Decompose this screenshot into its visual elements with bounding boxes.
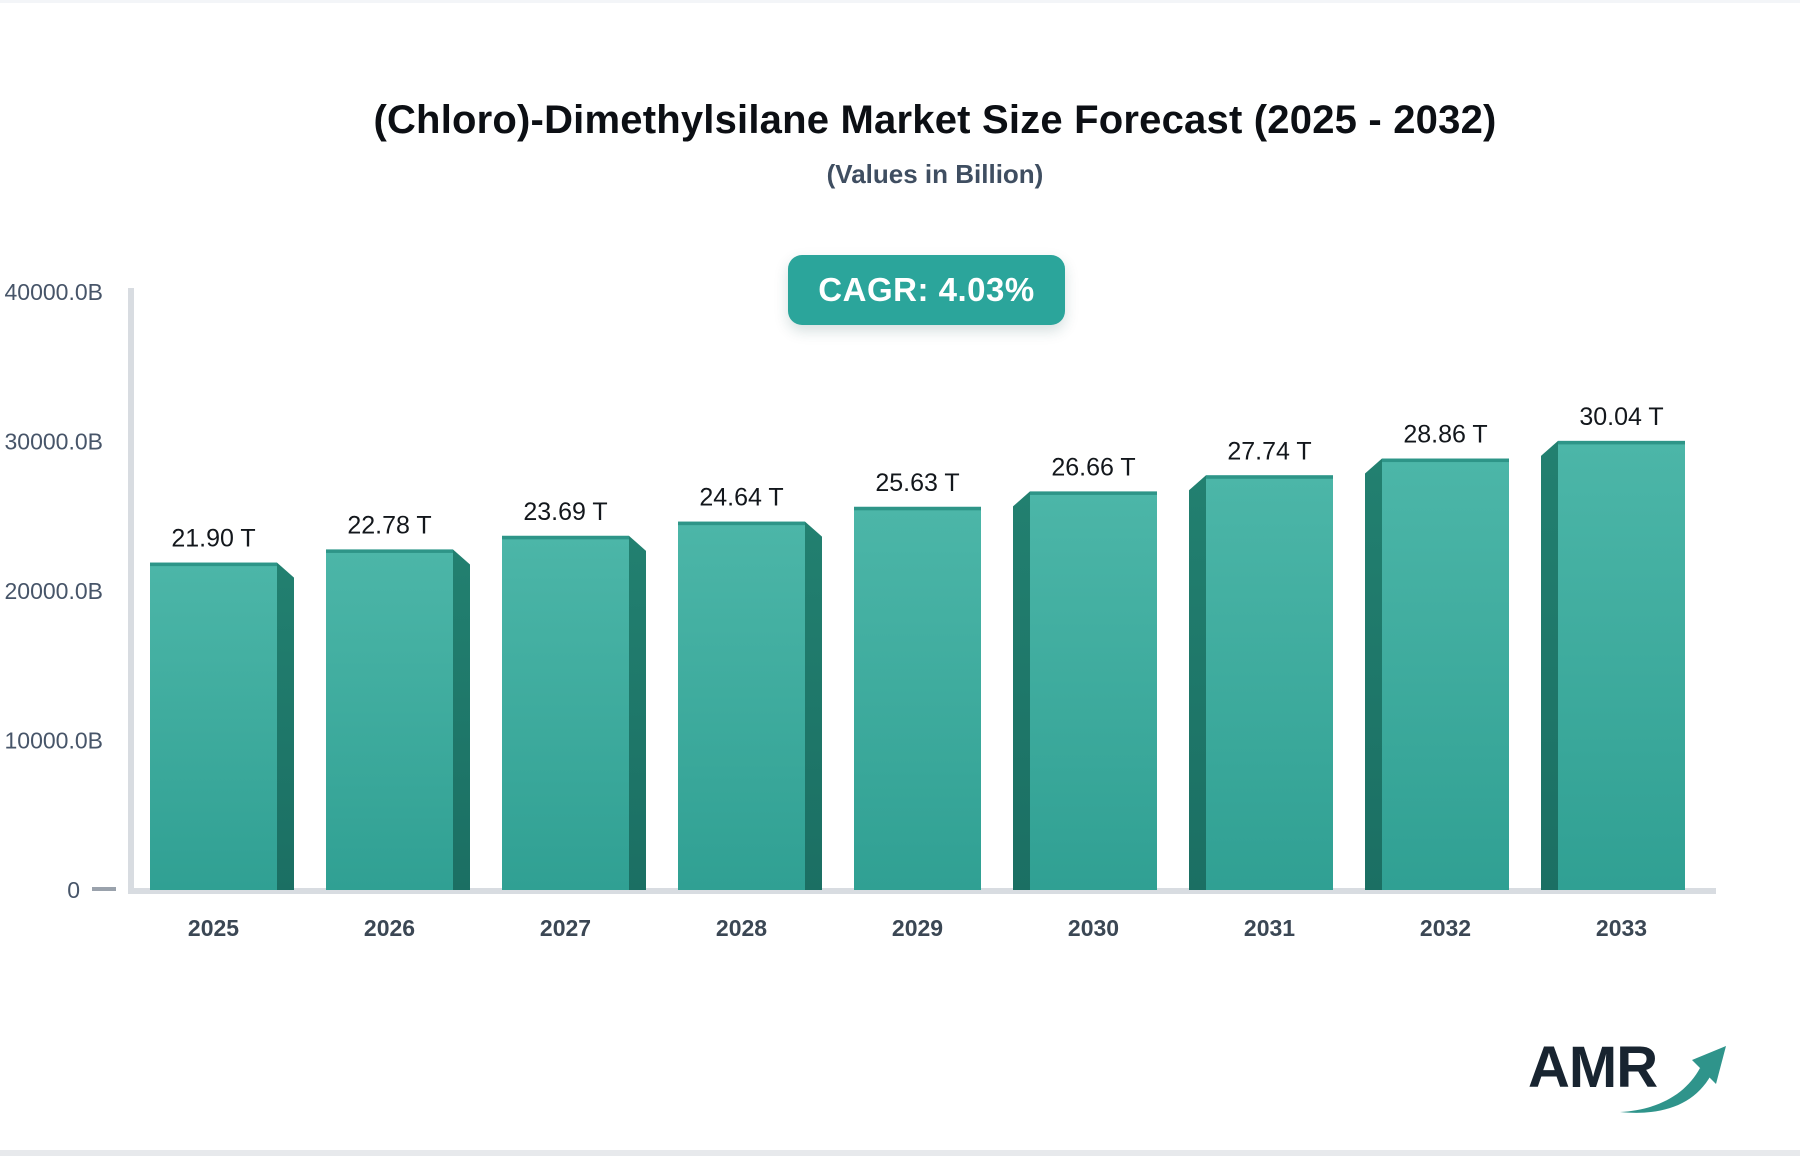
bar-top-edge [502, 535, 629, 540]
bar-2031: 27.74 T 2031 [1189, 437, 1333, 941]
bar-top-edge [1206, 475, 1333, 479]
y-axis-line [128, 288, 134, 894]
bar-top-edge [150, 562, 277, 567]
bar-value-label: 28.86 T [1403, 421, 1487, 449]
bar-side-face [453, 549, 470, 890]
bar-side-face [277, 562, 294, 890]
bar-front-face [1030, 491, 1157, 890]
bar-side-face [1541, 440, 1558, 890]
bar-side-face [1013, 491, 1030, 890]
y-axis-tick-label: 0 [67, 877, 80, 903]
x-axis-category-label: 2028 [716, 915, 767, 941]
logo-text: AMR [1528, 1035, 1658, 1100]
bar-value-label: 27.74 T [1227, 437, 1311, 465]
bar-2033: 30.04 T 2033 [1541, 403, 1685, 941]
x-axis-category-label: 2029 [892, 915, 943, 941]
chart-subtitle: (Values in Billion) [826, 159, 1044, 189]
y-axis-tick-label: 20000.0B [5, 578, 103, 604]
bar-value-label: 25.63 T [875, 469, 959, 497]
x-axis-line [128, 888, 1716, 894]
bar-front-face [1558, 440, 1685, 890]
brand-logo: AMR [1522, 1030, 1732, 1130]
page-title: (Chloro)-Dimethylsilane Market Size Fore… [373, 98, 1497, 142]
x-axis-category-label: 2027 [540, 915, 591, 941]
bar-top-edge [854, 506, 981, 511]
cagr-badge-label: CAGR: 4.03% [818, 271, 1035, 308]
bar-front-face [678, 521, 805, 890]
bottom-strip [0, 1150, 1800, 1156]
x-axis-category-label: 2025 [188, 915, 239, 941]
bar-side-face [629, 535, 646, 890]
bar-front-face [1206, 475, 1333, 890]
bar-value-label: 23.69 T [523, 498, 607, 526]
bar-front-face [1382, 458, 1509, 890]
bar-value-label: 21.90 T [171, 525, 255, 553]
bar-2028: 24.64 T 2028 [678, 484, 822, 941]
x-axis-category-label: 2032 [1420, 915, 1471, 941]
bar-value-label: 24.64 T [699, 484, 783, 512]
y-axis-tick-label: 40000.0B [5, 279, 103, 305]
bar-side-face [805, 521, 822, 890]
bar-side-face [1189, 475, 1206, 890]
bar-2029: 25.63 T 2029 [854, 469, 981, 941]
y-axis-tick-label: 10000.0B [5, 728, 103, 754]
x-axis-category-label: 2026 [364, 915, 415, 941]
bar-side-face [1365, 458, 1382, 890]
cagr-badge: CAGR: 4.03% [788, 255, 1065, 325]
bar-top-edge [1030, 491, 1157, 495]
bar-value-label: 22.78 T [347, 511, 431, 539]
bar-2027: 23.69 T 2027 [502, 498, 646, 941]
bar-front-face [326, 549, 453, 890]
x-axis-category-label: 2030 [1068, 915, 1119, 941]
y-axis-tick-label: 30000.0B [5, 429, 103, 455]
bar-top-edge [678, 521, 805, 526]
bar-value-label: 26.66 T [1051, 453, 1135, 481]
bar-front-face [150, 562, 277, 890]
bar-top-edge [1382, 458, 1509, 463]
trend-up-arrow-icon [1620, 1046, 1726, 1113]
bar-2030: 26.66 T 2030 [1013, 453, 1157, 941]
bar-2032: 28.86 T 2032 [1365, 421, 1509, 941]
bar-2026: 22.78 T 2026 [326, 511, 470, 941]
bar-top-edge [1558, 440, 1685, 445]
bar-top-edge [326, 549, 453, 553]
chart-header: (Chloro)-Dimethylsilane Market Size Fore… [70, 0, 1800, 190]
bar-front-face [854, 506, 981, 890]
bar-value-label: 30.04 T [1579, 403, 1663, 431]
x-axis-category-label: 2033 [1596, 915, 1647, 941]
bar-front-face [502, 535, 629, 890]
x-axis-category-label: 2031 [1244, 915, 1295, 941]
y-axis-zero-tick [92, 887, 116, 891]
top-hairline [0, 0, 1800, 3]
bar-2025: 21.90 T 2025 [150, 525, 294, 941]
